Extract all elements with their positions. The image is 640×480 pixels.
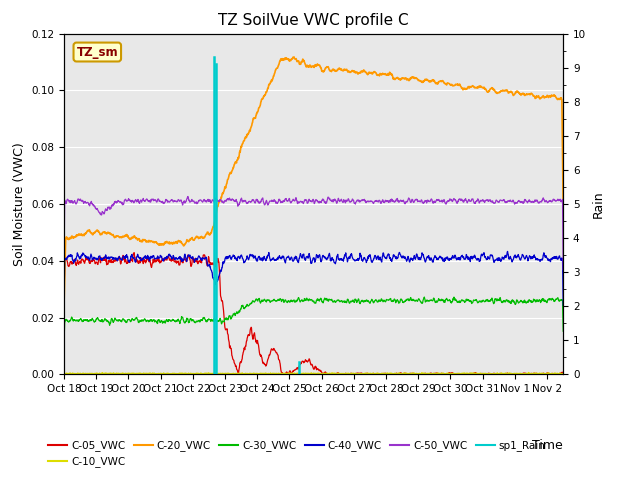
C-05_VWC [345,371,353,376]
C-30_VWC [272,298,280,304]
C-40_VWC [119,254,127,260]
C-05_VWC [292,366,300,372]
Legend: C-05_VWC, C-10_VWC, C-20_VWC, C-30_VWC, C-40_VWC, C-50_VWC, sp1_Rain: C-05_VWC, C-10_VWC, C-20_VWC, C-30_VWC, … [44,436,550,471]
C-10_VWC [235,372,243,377]
C-10_VWC [119,370,127,376]
Line: C-10_VWC: C-10_VWC [64,372,563,374]
C-40_VWC [282,256,290,262]
C-10_VWC [525,370,532,375]
Line: C-40_VWC: C-40_VWC [64,252,563,307]
C-10_VWC [272,370,280,376]
C-30_VWC [291,299,299,304]
C-40_VWC [291,254,299,260]
C-50_VWC [283,198,291,204]
C-30_VWC [119,316,127,322]
C-50_VWC [119,202,127,208]
Text: TZ_sm: TZ_sm [77,46,118,59]
C-40_VWC [272,257,280,263]
C-20_VWC [60,303,68,309]
C-30_VWC [99,319,106,324]
C-50_VWC [292,196,300,202]
C-10_VWC [292,371,300,377]
C-30_VWC [282,299,290,304]
Line: C-05_VWC: C-05_VWC [64,252,563,374]
C-40_VWC [99,256,106,262]
Y-axis label: Soil Moisture (VWC): Soil Moisture (VWC) [13,142,26,266]
Line: C-20_VWC: C-20_VWC [64,57,563,306]
C-40_VWC [504,249,511,254]
C-05_VWC [559,371,567,376]
C-40_VWC [559,302,567,308]
C-05_VWC [272,350,280,356]
C-20_VWC [292,56,300,62]
C-50_VWC [184,193,192,199]
C-40_VWC [60,304,68,310]
C-20_VWC [559,206,567,212]
C-50_VWC [60,266,68,272]
C-20_VWC [272,67,280,73]
C-20_VWC [291,54,298,60]
C-20_VWC [344,69,352,74]
C-30_VWC [559,328,567,334]
Y-axis label: Rain: Rain [591,190,605,218]
C-20_VWC [99,229,106,235]
C-05_VWC [119,252,127,258]
C-50_VWC [272,199,280,205]
C-40_VWC [344,256,352,262]
C-20_VWC [119,233,127,239]
C-05_VWC [284,372,292,377]
Line: C-30_VWC: C-30_VWC [64,297,563,344]
C-10_VWC [60,371,68,376]
C-10_VWC [344,371,352,376]
Title: TZ SoilVue VWC profile C: TZ SoilVue VWC profile C [218,13,409,28]
C-05_VWC [283,369,291,375]
C-10_VWC [99,371,106,376]
C-10_VWC [283,371,291,376]
C-05_VWC [99,258,106,264]
C-50_VWC [344,196,352,202]
Line: C-50_VWC: C-50_VWC [64,196,563,269]
C-50_VWC [99,209,106,215]
C-30_VWC [344,297,352,302]
C-10_VWC [559,371,567,376]
C-50_VWC [559,266,567,272]
C-05_VWC [60,302,68,308]
C-30_VWC [420,294,428,300]
C-05_VWC [131,250,138,255]
C-30_VWC [60,341,68,347]
Text: Time: Time [532,439,563,452]
C-20_VWC [282,55,290,61]
